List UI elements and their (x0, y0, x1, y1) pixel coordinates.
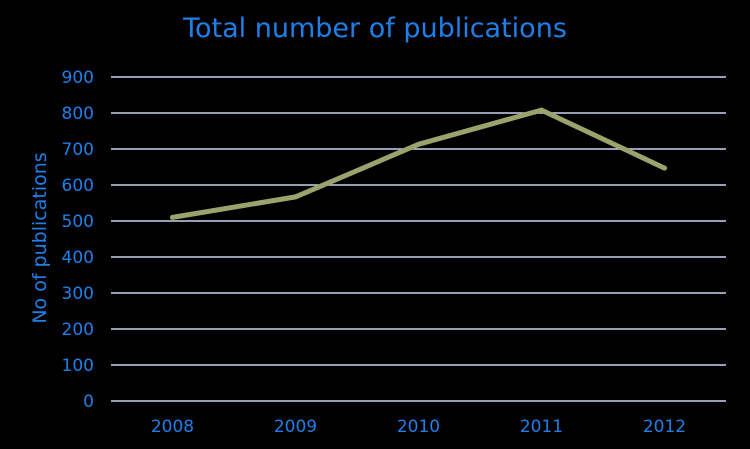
x-tick-label: 2008 (151, 417, 194, 437)
y-tick-label: 200 (62, 320, 94, 340)
data-point-2011 (539, 107, 544, 113)
x-tick-label: 2010 (397, 417, 440, 437)
y-tick-label: 400 (62, 248, 94, 268)
y-tick-label: 0 (83, 392, 94, 412)
series-line (170, 107, 667, 220)
x-tick-label: 2011 (520, 417, 563, 437)
x-tick-label: 2009 (274, 417, 317, 437)
x-tick-label: 2012 (643, 417, 686, 437)
chart-title: Total number of publications (183, 13, 567, 44)
y-tick-label: 800 (62, 104, 94, 124)
data-point-2010 (416, 141, 421, 147)
y-tick-label: 900 (62, 68, 94, 88)
y-tick-label: 100 (62, 356, 94, 376)
y-tick-label: 500 (62, 212, 94, 232)
data-point-2009 (293, 194, 298, 200)
data-point-2012 (662, 165, 667, 171)
y-tick-label: 300 (62, 284, 94, 304)
y-tick-label: 700 (62, 140, 94, 160)
data-point-2008 (170, 214, 175, 220)
y-tick-label: 600 (62, 176, 94, 196)
